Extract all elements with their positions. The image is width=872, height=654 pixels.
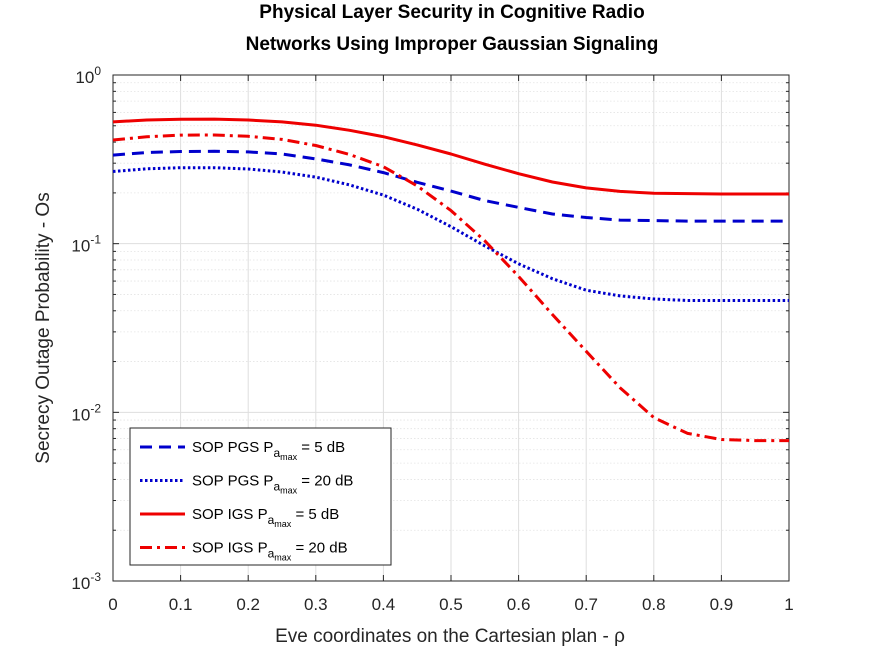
- legend-entry-label: SOP PGS Pamax = 5 dB: [192, 439, 345, 462]
- chart-title-line-2: Networks Using Improper Gaussian Signali…: [246, 34, 659, 55]
- x-tick-label: 0: [108, 595, 117, 614]
- x-tick-label: 0.6: [507, 595, 531, 614]
- x-tick-label: 0.9: [710, 595, 734, 614]
- x-tick-label: 0.3: [304, 595, 328, 614]
- series-group: [112, 117, 789, 443]
- legend-box: [129, 427, 392, 566]
- x-tick-label: 1: [784, 595, 793, 614]
- series-line-3: [112, 117, 789, 196]
- y-tick-label: 10-2: [71, 401, 101, 424]
- x-tick-label: 0.1: [169, 595, 193, 614]
- series-line-1: [112, 149, 789, 223]
- legend: SOP PGS Pamax = 5 dB SOP PGS Pamax = 20 d…: [129, 427, 392, 566]
- legend-entry-label: SOP IGS Pamax = 20 dB: [192, 540, 348, 563]
- y-tick-label: 10-3: [71, 570, 101, 593]
- x-axis-label: Eve coordinates on the Cartesian plan - …: [275, 626, 625, 647]
- chart-title-line-1: Physical Layer Security in Cognitive Rad…: [259, 2, 644, 23]
- x-tick-label: 0.8: [642, 595, 666, 614]
- x-tick-label: 0.2: [236, 595, 260, 614]
- y-tick-label: 10-1: [71, 233, 101, 256]
- x-tick-label: 0.5: [439, 595, 463, 614]
- y-axis-label: Secrecy Outage Probability - Os: [33, 192, 54, 463]
- y-tick-label: 100: [75, 64, 101, 87]
- x-tick-label: 0.7: [574, 595, 598, 614]
- series-line-4: [112, 133, 789, 443]
- x-tick-label: 0.4: [372, 595, 396, 614]
- legend-entry-label: SOP PGS Pamax = 20 dB: [192, 473, 353, 496]
- legend-entry-label: SOP IGS Pamax = 5 dB: [192, 506, 339, 529]
